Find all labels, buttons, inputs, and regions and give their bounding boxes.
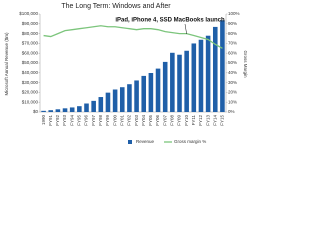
x-tick-label: FY09 bbox=[177, 115, 182, 126]
chart: The Long Term: Windows and After Microso… bbox=[4, 3, 248, 144]
bar bbox=[69, 107, 75, 112]
x-tick-label: FY12 bbox=[198, 115, 203, 126]
bar bbox=[112, 89, 118, 112]
bar bbox=[184, 50, 189, 112]
chart-title: The Long Term: Windows and After bbox=[61, 3, 171, 10]
bar bbox=[170, 52, 175, 112]
bar bbox=[148, 73, 154, 112]
x-tick-label: FY03 bbox=[134, 115, 139, 126]
bar bbox=[220, 20, 225, 113]
x-tick-label: FY14 bbox=[212, 115, 217, 126]
y-axis-label: Microsoft Annual Revenue ($m) bbox=[4, 32, 9, 96]
x-tick-label: FY95 bbox=[77, 115, 82, 126]
x-tick-label: FY05 bbox=[148, 115, 153, 126]
legend-swatch bbox=[128, 140, 132, 144]
bar bbox=[48, 110, 54, 112]
y-tick-label: $20,000 bbox=[22, 90, 39, 95]
y2-tick-label: 100% bbox=[228, 11, 240, 16]
y2-axis-label: Gross Margin bbox=[243, 50, 248, 78]
bar bbox=[77, 106, 82, 112]
y-tick-label: $40,000 bbox=[22, 70, 39, 75]
annotation: iPad, iPhone 4, SSD MacBooks launch bbox=[115, 18, 225, 24]
x-tick-label: FY04 bbox=[141, 115, 146, 126]
x-tick-label: FY06 bbox=[155, 115, 160, 126]
bar bbox=[177, 54, 182, 112]
y-tick-label: $60,000 bbox=[22, 50, 39, 55]
bar bbox=[205, 35, 211, 113]
x-tick-label: FY07 bbox=[162, 115, 167, 126]
y-tick-label: $10,000 bbox=[22, 99, 39, 104]
y2-tick-label: 60% bbox=[228, 50, 237, 55]
x-tick-label: FY99 bbox=[105, 115, 110, 126]
y-tick-label: $90,000 bbox=[22, 21, 39, 26]
bar bbox=[141, 75, 147, 112]
y2-tick-label: 10% bbox=[228, 99, 237, 104]
x-tick-label: FY15 bbox=[220, 115, 225, 126]
bar bbox=[55, 109, 61, 112]
bar bbox=[155, 68, 161, 112]
x-tick-label: FY11 bbox=[191, 115, 196, 126]
x-tick-label: FY98 bbox=[98, 115, 103, 126]
y-tick-label: $70,000 bbox=[22, 41, 39, 46]
bar bbox=[127, 84, 132, 112]
y2-tick-label: 70% bbox=[228, 41, 237, 46]
line bbox=[43, 25, 223, 49]
bar bbox=[134, 80, 139, 112]
bar bbox=[191, 43, 197, 113]
y-tick-label: $100,000 bbox=[19, 11, 38, 16]
x-tick-label: FY13 bbox=[205, 115, 210, 126]
bar bbox=[105, 92, 111, 112]
annotation-arrow bbox=[184, 23, 187, 35]
bar bbox=[119, 87, 125, 112]
y2-tick-label: 80% bbox=[228, 31, 237, 36]
x-tick-label: FY01 bbox=[119, 115, 124, 126]
y2-tick-label: 50% bbox=[228, 60, 237, 65]
x-tick-label: FY91 bbox=[48, 115, 53, 126]
x-tick-label: FY93 bbox=[62, 115, 67, 126]
y2-tick-label: 30% bbox=[228, 80, 237, 85]
x-tick-label: FY00 bbox=[112, 115, 117, 126]
bar bbox=[84, 103, 89, 112]
y2-tick-label: 0% bbox=[228, 109, 235, 114]
bar bbox=[98, 97, 104, 112]
x-tick-label: 1990 bbox=[41, 115, 46, 126]
x-tick-label: FY02 bbox=[127, 115, 132, 126]
bar bbox=[62, 108, 68, 112]
x-tick-label: FY96 bbox=[84, 115, 89, 126]
bar bbox=[198, 39, 204, 112]
y-tick-label: $80,000 bbox=[22, 31, 39, 36]
legend-label: Gross margin % bbox=[174, 139, 206, 144]
legend-label: Revenue bbox=[136, 139, 155, 144]
bar bbox=[162, 61, 168, 112]
y-tick-label: $30,000 bbox=[22, 80, 39, 85]
y2-tick-label: 20% bbox=[228, 90, 237, 95]
x-tick-label: FY92 bbox=[55, 115, 60, 126]
x-tick-label: FY10 bbox=[184, 115, 189, 126]
bar bbox=[41, 110, 46, 112]
y2-tick-label: 40% bbox=[228, 70, 237, 75]
x-tick-label: FY94 bbox=[69, 115, 74, 126]
x-tick-label: FY08 bbox=[170, 115, 175, 126]
y-tick-label: $0 bbox=[33, 109, 39, 114]
bar bbox=[212, 26, 218, 113]
y2-tick-label: 90% bbox=[228, 21, 237, 26]
bar bbox=[91, 100, 96, 112]
y-tick-label: $50,000 bbox=[22, 60, 39, 65]
x-tick-label: FY97 bbox=[91, 115, 96, 126]
